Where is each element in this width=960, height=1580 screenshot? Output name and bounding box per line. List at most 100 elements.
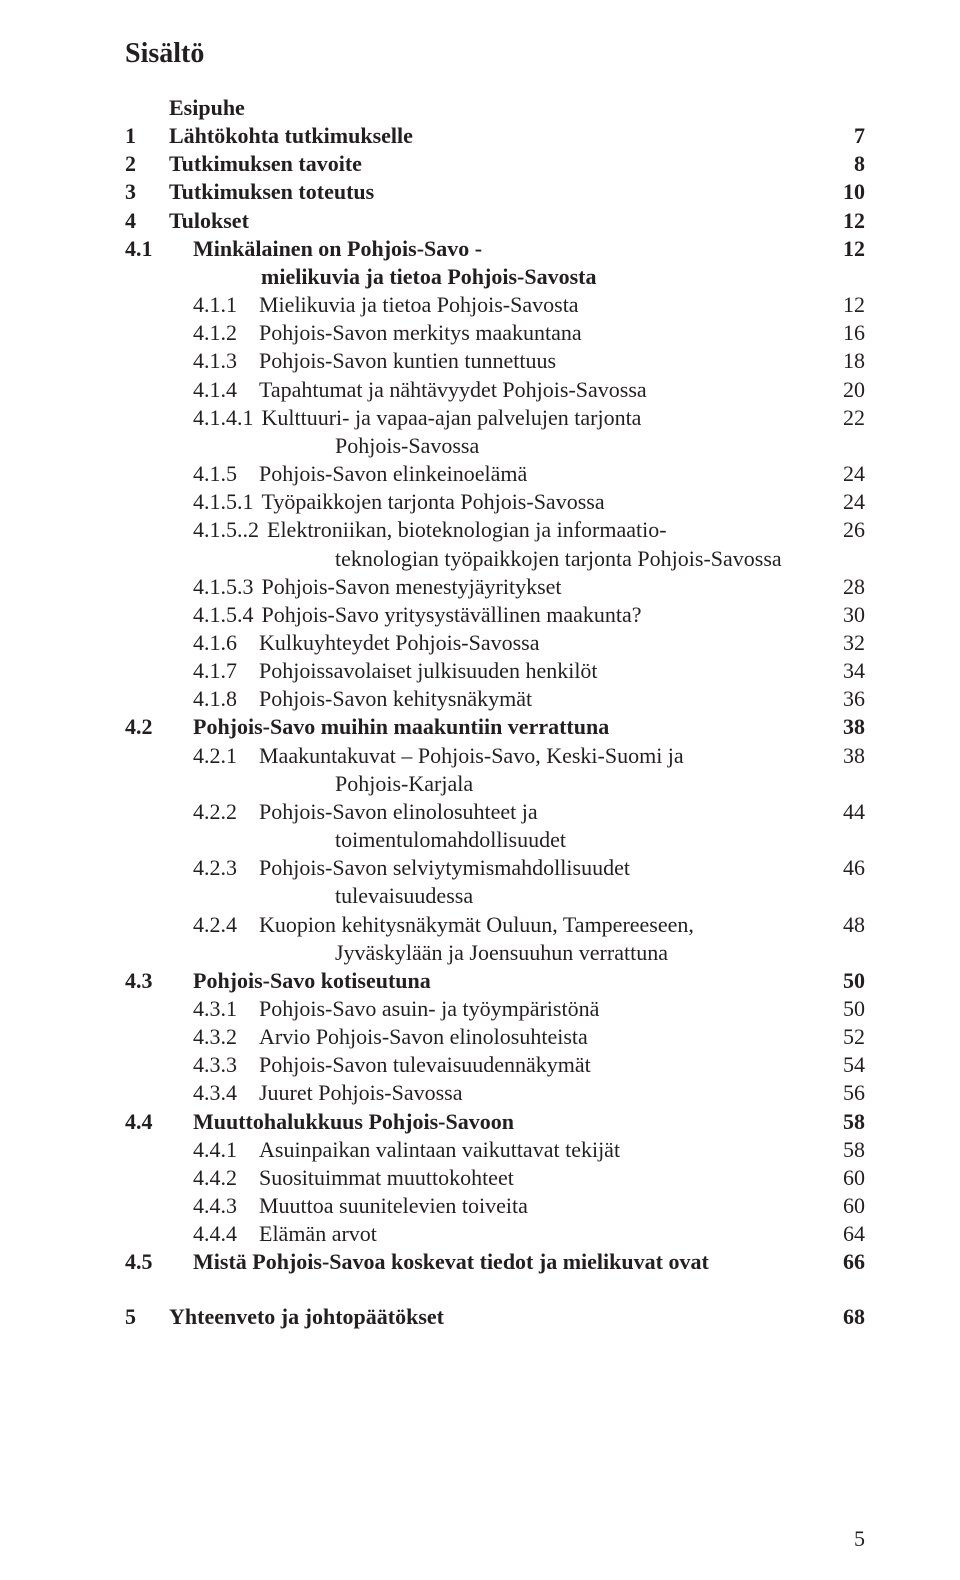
toc-number: 4.2 (125, 713, 193, 741)
toc-row-left: 4.4Muuttohalukkuus Pohjois-Savoon (125, 1108, 815, 1136)
toc-row: tulevaisuudessa (125, 882, 865, 910)
toc-page (815, 939, 865, 967)
toc-label: Tutkimuksen tavoite (169, 150, 815, 178)
toc-number: 4.1.5.1 (193, 488, 254, 516)
toc-row-left: 4.1.7Pohjoissavolaiset julkisuuden henki… (125, 657, 815, 685)
toc-row: mielikuvia ja tietoa Pohjois-Savosta (125, 263, 865, 291)
toc-row: 4.1.3Pohjois-Savon kuntien tunnettuus18 (125, 347, 865, 375)
toc-row-left: 4.3Pohjois-Savo kotiseutuna (125, 967, 815, 995)
toc-row-left: 1Lähtökohta tutkimukselle (125, 122, 815, 150)
toc-page (815, 545, 865, 573)
toc-number: 4.1.4.1 (193, 404, 254, 432)
page-number: 5 (854, 1526, 865, 1552)
toc-row-left: 4.1.2Pohjois-Savon merkitys maakuntana (125, 319, 815, 347)
toc-number: 5 (125, 1303, 169, 1331)
toc-row-left: tulevaisuudessa (125, 882, 815, 910)
toc-row: 4.1.1 Mielikuvia ja tietoa Pohjois-Savost… (125, 291, 865, 319)
toc-row-left: 4.4.3 Muuttoa suunitelevien toiveita (125, 1192, 815, 1220)
toc-row-left: 4.5Mistä Pohjois-Savoa koskevat tiedot j… (125, 1248, 815, 1276)
toc-label: Kulttuuri- ja vapaa-ajan palvelujen tarj… (262, 404, 816, 432)
toc-label: Kulkuyhteydet Pohjois-Savossa (259, 629, 815, 657)
toc-number: 4.1.5.3 (193, 573, 254, 601)
toc-page: 20 (815, 376, 865, 404)
toc-number: 3 (125, 178, 169, 206)
toc-row: 4.3Pohjois-Savo kotiseutuna50 (125, 967, 865, 995)
toc-row-left: Esipuhe (125, 94, 815, 122)
toc-row-left: Pohjois-Karjala (125, 770, 815, 798)
toc-page: 32 (815, 629, 865, 657)
toc-page: 50 (815, 967, 865, 995)
toc-row-left: 4.3.1 Pohjois-Savo asuin- ja työympäristö… (125, 995, 815, 1023)
toc-row-left: 5Yhteenveto ja johtopäätökset (125, 1303, 815, 1331)
toc-row-left: teknologian työpaikkojen tarjonta Pohjoi… (125, 545, 815, 573)
toc-label: Pohjois-Savo asuin- ja työympäristönä (259, 995, 815, 1023)
toc-page: 66 (815, 1248, 865, 1276)
toc-label: Mistä Pohjois-Savoa koskevat tiedot ja m… (193, 1248, 815, 1276)
toc-row: 4.1.5.1 Työpaikkojen tarjonta Pohjois-Sav… (125, 488, 865, 516)
toc-row: 1Lähtökohta tutkimukselle7 (125, 122, 865, 150)
toc-number: 4.4.3 (193, 1192, 237, 1220)
toc-page: 30 (815, 601, 865, 629)
toc-label: Tulokset (169, 207, 815, 235)
toc-page (815, 94, 865, 122)
toc-label-continuation: Pohjois-Karjala (335, 770, 815, 798)
toc-row-left: 4.2.4Kuopion kehitysnäkymät Ouluun, Tamp… (125, 911, 815, 939)
toc-page: 7 (815, 122, 865, 150)
toc-row: 4.1.8Pohjois-Savon kehitysnäkymät36 (125, 685, 865, 713)
toc-label: Yhteenveto ja johtopäätökset (169, 1303, 815, 1331)
toc-label-continuation: mielikuvia ja tietoa Pohjois-Savosta (261, 263, 815, 291)
toc-row-left: 2Tutkimuksen tavoite (125, 150, 815, 178)
toc-page: 12 (815, 207, 865, 235)
toc-page (815, 770, 865, 798)
toc-row-left: 4.1.6Kulkuyhteydet Pohjois-Savossa (125, 629, 815, 657)
toc-label-continuation: tulevaisuudessa (335, 882, 815, 910)
toc-label: Pohjois-Savo muihin maakuntiin verrattun… (193, 713, 815, 741)
toc-number: 4.4.1 (193, 1136, 237, 1164)
toc-row-left: 3Tutkimuksen toteutus (125, 178, 815, 206)
toc-number: 4.3.1 (193, 995, 237, 1023)
toc-row: 4.2.1Maakuntakuvat – Pohjois-Savo, Keski… (125, 742, 865, 770)
toc-label-continuation: toimentulomahdollisuudet (335, 826, 815, 854)
toc-page: 56 (815, 1079, 865, 1107)
toc-number: 4.3 (125, 967, 193, 995)
toc-row: teknologian työpaikkojen tarjonta Pohjoi… (125, 545, 865, 573)
toc-number: 4.4.4 (193, 1220, 237, 1248)
toc-row-left: 4.1.5..2Elektroniikan, bioteknologian ja… (125, 516, 815, 544)
toc-row: 4.1.5.3Pohjois-Savon menestyjäyritykset2… (125, 573, 865, 601)
toc-label: Muuttoa suunitelevien toiveita (259, 1192, 815, 1220)
toc-row-left: 4.3.3Pohjois-Savon tulevaisuudennäkymät (125, 1051, 815, 1079)
toc-row-left: mielikuvia ja tietoa Pohjois-Savosta (125, 263, 815, 291)
toc-row: Jyväskylään ja Joensuuhun verrattuna (125, 939, 865, 967)
toc-row: 4.1.5.4Pohjois-Savo yritysystävällinen m… (125, 601, 865, 629)
toc-page: 52 (815, 1023, 865, 1051)
toc-page: 64 (815, 1220, 865, 1248)
toc-page: 46 (815, 854, 865, 882)
toc-label: Elektroniikan, bioteknologian ja informa… (267, 516, 815, 544)
toc-row-left: 4.2.1Maakuntakuvat – Pohjois-Savo, Keski… (125, 742, 815, 770)
toc-row: 4.3.2Arvio Pohjois-Savon elinolosuhteist… (125, 1023, 865, 1051)
toc-row: 4.1Minkälainen on Pohjois-Savo -12 (125, 235, 865, 263)
toc-label: Pohjois-Savon elinolosuhteet ja (259, 798, 815, 826)
toc-row-left: 4.2.2Pohjois-Savon elinolosuhteet ja (125, 798, 815, 826)
toc-row-left: 4.1.5.3Pohjois-Savon menestyjäyritykset (125, 573, 815, 601)
toc-label: Pohjois-Savon kuntien tunnettuus (259, 347, 815, 375)
toc-number: 4.1.1 (193, 291, 237, 319)
toc-page: 44 (815, 798, 865, 826)
toc-label: Maakuntakuvat – Pohjois-Savo, Keski-Suom… (259, 742, 815, 770)
toc-page: 12 (815, 235, 865, 263)
toc-row-left: 4.1.5.4Pohjois-Savo yritysystävällinen m… (125, 601, 815, 629)
toc-row: 4.4.3Muuttoa suunitelevien toiveita60 (125, 1192, 865, 1220)
toc-row: 4.4Muuttohalukkuus Pohjois-Savoon58 (125, 1108, 865, 1136)
toc-label: Työpaikkojen tarjonta Pohjois-Savossa (262, 488, 816, 516)
toc-row-left: 4.4.1 Asuinpaikan valintaan vaikuttavat t… (125, 1136, 815, 1164)
toc-page (815, 826, 865, 854)
toc-row-left: 4.1.5.1 Työpaikkojen tarjonta Pohjois-Sav… (125, 488, 815, 516)
toc-number: 4.1.4 (193, 376, 237, 404)
toc-row-left: 4.3.2Arvio Pohjois-Savon elinolosuhteist… (125, 1023, 815, 1051)
toc-row: Pohjois-Savossa (125, 432, 865, 460)
toc-row: 4.1.6Kulkuyhteydet Pohjois-Savossa32 (125, 629, 865, 657)
toc-page: 18 (815, 347, 865, 375)
toc-label: Mielikuvia ja tietoa Pohjois-Savosta (259, 291, 815, 319)
toc-row: 4.3.1 Pohjois-Savo asuin- ja työympäristö… (125, 995, 865, 1023)
toc-label: Asuinpaikan valintaan vaikuttavat tekijä… (259, 1136, 815, 1164)
